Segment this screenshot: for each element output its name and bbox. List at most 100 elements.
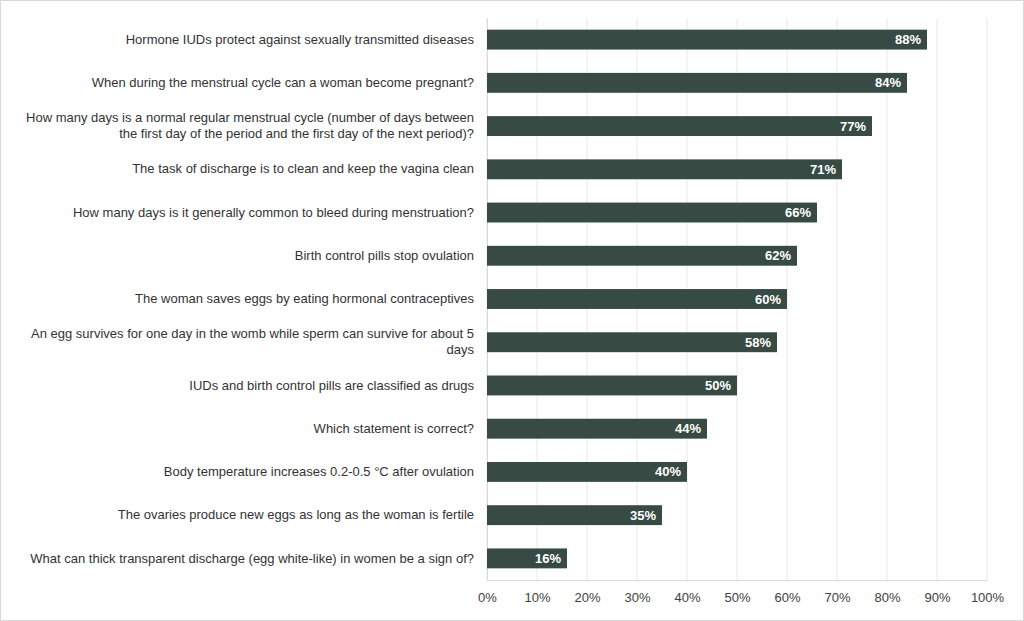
bar (487, 332, 777, 352)
bar (487, 159, 842, 179)
y-tick: Which statement is correct? (314, 421, 487, 436)
x-axis: 0% 10% 20% 30% 40% 50% 60% 70% 80% 90% 100% (478, 580, 1004, 605)
bar (487, 30, 927, 50)
y-tick-label-line: What can thick transparent discharge (eg… (30, 551, 474, 566)
y-tick-label-line: An egg survives for one day in the womb … (31, 326, 474, 341)
y-tick: IUDs and birth control pills are classif… (189, 378, 487, 393)
data-label: 84% (875, 75, 901, 90)
bar (487, 548, 567, 568)
y-tick: Body temperature increases 0.2-0.5 °C af… (164, 464, 487, 479)
data-label: 40% (655, 464, 681, 479)
y-tick: What can thick transparent discharge (eg… (30, 551, 487, 566)
y-tick-label-line: the first day of the period and the firs… (119, 126, 474, 141)
x-tick: 20% (574, 580, 600, 605)
x-tick: 70% (824, 580, 850, 605)
data-label: 58% (745, 335, 771, 350)
y-tick: The woman saves eggs by eating hormonal … (135, 291, 487, 306)
y-tick: How many days is a normal regular menstr… (26, 110, 487, 141)
bar (487, 419, 707, 439)
x-tick-label: 90% (924, 590, 950, 605)
y-tick-label: An egg survives for one day in the womb … (31, 326, 474, 357)
y-tick-label: The woman saves eggs by eating hormonal … (135, 291, 474, 306)
y-tick-label: How many days is a normal regular menstr… (26, 110, 474, 141)
grid-line (837, 18, 838, 580)
chart: 0% 10% 20% 30% 40% 50% 60% 70% 80% 90% 100% Hormone… (0, 0, 1024, 621)
data-labels: 88% 84% 77% 71% 66% 62% 60% 58% 50% 44% 40% 35% 16% (535, 32, 921, 566)
y-tick: When during the menstrual cycle can a wo… (92, 75, 487, 90)
x-tick: 90% (924, 580, 950, 605)
bars (487, 30, 927, 569)
x-tick-label: 20% (574, 590, 600, 605)
grid-line (937, 18, 938, 580)
bar (487, 289, 787, 309)
y-tick: Birth control pills stop ovulation (295, 248, 487, 263)
data-label: 60% (755, 292, 781, 307)
y-tick: The task of discharge is to clean and ke… (132, 161, 487, 176)
bar (487, 505, 662, 525)
x-tick: 50% (724, 580, 750, 605)
y-tick-label-line: How many days is a normal regular menstr… (26, 110, 474, 125)
x-tick-label: 0% (478, 590, 497, 605)
x-tick: 100% (971, 580, 1005, 605)
y-tick-label: Body temperature increases 0.2-0.5 °C af… (164, 464, 474, 479)
y-tick-label: How many days is it generally common to … (73, 205, 474, 220)
x-tick-label: 40% (674, 590, 700, 605)
y-tick: How many days is it generally common to … (73, 205, 487, 220)
y-tick-label: When during the menstrual cycle can a wo… (92, 75, 474, 90)
x-tick: 80% (874, 580, 900, 605)
x-tick: 40% (674, 580, 700, 605)
data-label: 44% (675, 421, 701, 436)
x-tick: 0% (478, 580, 497, 605)
bar (487, 116, 872, 136)
grid (487, 18, 987, 580)
data-label: 35% (630, 508, 656, 523)
y-tick-label-line: Which statement is correct? (314, 421, 474, 436)
y-tick-label: The ovaries produce new eggs as long as … (118, 507, 474, 522)
y-tick: An egg survives for one day in the womb … (31, 326, 487, 357)
y-tick-label-line: When during the menstrual cycle can a wo… (92, 75, 474, 90)
y-tick-label-line: Birth control pills stop ovulation (295, 248, 474, 263)
x-tick: 60% (774, 580, 800, 605)
y-tick: The ovaries produce new eggs as long as … (118, 507, 487, 522)
x-tick: 30% (624, 580, 650, 605)
bar (487, 73, 907, 93)
y-tick-label: What can thick transparent discharge (eg… (30, 551, 474, 566)
data-label: 66% (785, 205, 811, 220)
y-tick-label-line: IUDs and birth control pills are classif… (189, 378, 474, 393)
x-tick-label: 30% (624, 590, 650, 605)
x-tick-label: 60% (774, 590, 800, 605)
bar (487, 203, 817, 223)
y-tick-label: Hormone IUDs protect against sexually tr… (126, 32, 475, 47)
y-tick-label-line: days (447, 342, 475, 357)
x-tick-label: 80% (874, 590, 900, 605)
y-tick-label-line: The woman saves eggs by eating hormonal … (135, 291, 474, 306)
y-tick: Hormone IUDs protect against sexually tr… (126, 32, 487, 47)
x-tick-label: 70% (824, 590, 850, 605)
y-tick-label-line: The task of discharge is to clean and ke… (132, 161, 474, 176)
y-tick-label-line: Hormone IUDs protect against sexually tr… (126, 32, 475, 47)
y-tick-label: Birth control pills stop ovulation (295, 248, 474, 263)
bar (487, 376, 737, 396)
chart-frame (1, 1, 1024, 621)
y-tick-label: Which statement is correct? (314, 421, 474, 436)
data-label: 88% (895, 32, 921, 47)
y-axis: Hormone IUDs protect against sexually tr… (26, 19, 487, 581)
data-label: 50% (705, 378, 731, 393)
y-tick-label: The task of discharge is to clean and ke… (132, 161, 474, 176)
data-label: 71% (810, 162, 836, 177)
grid-line (887, 18, 888, 580)
y-tick-label: IUDs and birth control pills are classif… (189, 378, 474, 393)
y-tick-label-line: How many days is it generally common to … (73, 205, 474, 220)
grid-line (987, 18, 988, 580)
data-label: 62% (765, 248, 791, 263)
x-tick-label: 10% (524, 590, 550, 605)
x-axis-line (488, 580, 988, 581)
x-tick-label: 100% (971, 590, 1005, 605)
data-label: 77% (840, 119, 866, 134)
y-tick-label-line: Body temperature increases 0.2-0.5 °C af… (164, 464, 474, 479)
x-tick: 10% (524, 580, 550, 605)
data-label: 16% (535, 551, 561, 566)
bar (487, 246, 797, 266)
y-tick-label-line: The ovaries produce new eggs as long as … (118, 507, 474, 522)
x-tick-label: 50% (724, 590, 750, 605)
